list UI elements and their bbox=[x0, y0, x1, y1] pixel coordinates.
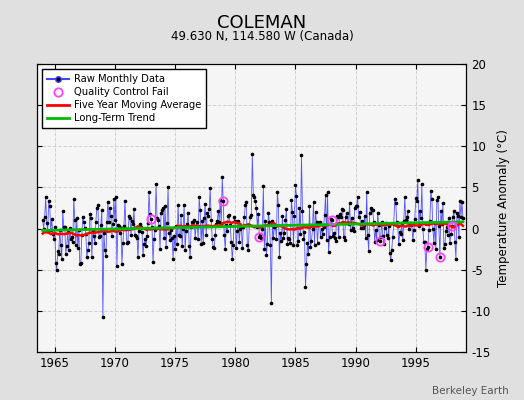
Y-axis label: Temperature Anomaly (°C): Temperature Anomaly (°C) bbox=[497, 129, 510, 287]
Text: COLEMAN: COLEMAN bbox=[217, 14, 307, 32]
Text: Berkeley Earth: Berkeley Earth bbox=[432, 386, 508, 396]
Legend: Raw Monthly Data, Quality Control Fail, Five Year Moving Average, Long-Term Tren: Raw Monthly Data, Quality Control Fail, … bbox=[42, 69, 206, 128]
Text: 49.630 N, 114.580 W (Canada): 49.630 N, 114.580 W (Canada) bbox=[171, 30, 353, 43]
